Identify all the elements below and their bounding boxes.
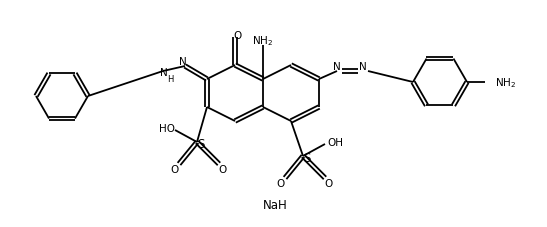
Text: N: N: [179, 57, 187, 67]
Text: N: N: [333, 62, 341, 72]
Text: O: O: [325, 178, 333, 188]
Text: S: S: [304, 151, 311, 164]
Text: O: O: [171, 164, 179, 174]
Text: NH$_2$: NH$_2$: [252, 34, 274, 48]
Text: N: N: [160, 68, 168, 78]
Text: O: O: [277, 178, 285, 188]
Text: H: H: [167, 74, 173, 83]
Text: NH$_2$: NH$_2$: [495, 76, 516, 89]
Text: S: S: [197, 137, 205, 150]
Text: O: O: [234, 31, 242, 41]
Text: N: N: [359, 62, 367, 72]
Text: HO: HO: [159, 123, 175, 133]
Text: OH: OH: [327, 137, 343, 147]
Text: NaH: NaH: [263, 199, 287, 212]
Text: O: O: [219, 164, 227, 174]
